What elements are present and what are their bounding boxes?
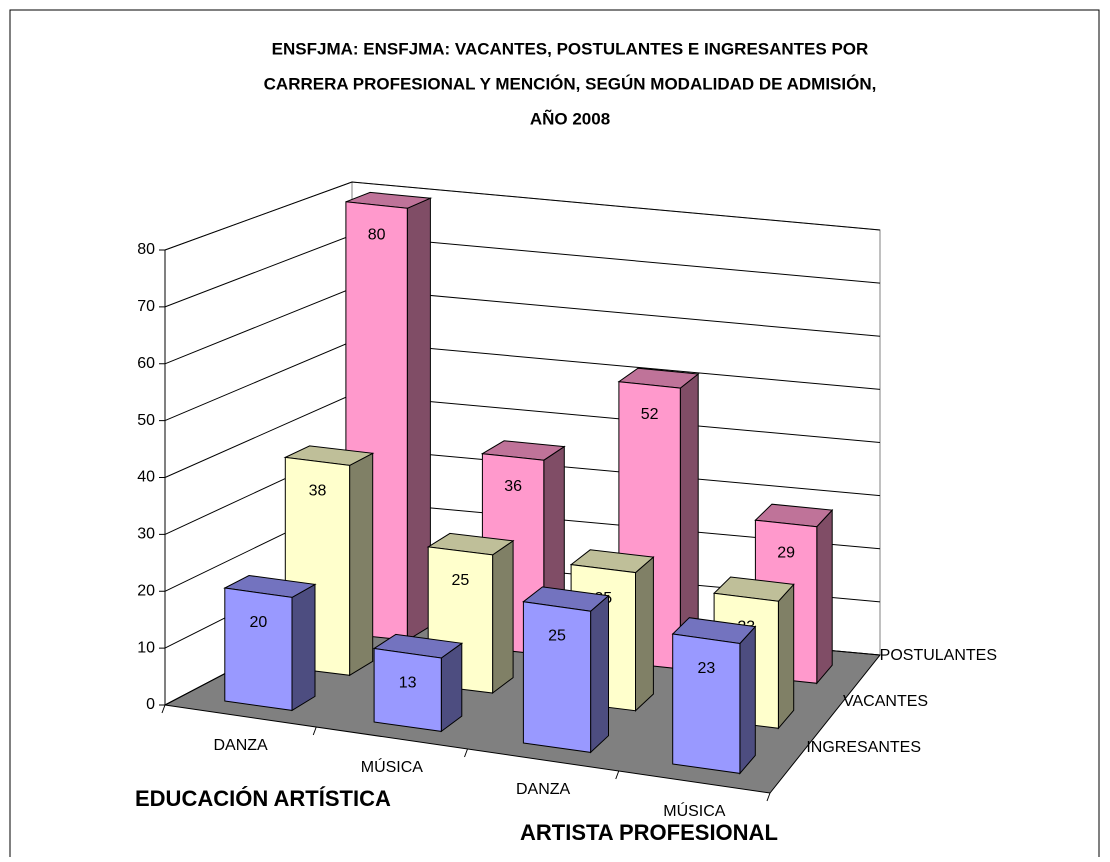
- bar-side: [635, 556, 654, 712]
- bar-side: [739, 625, 756, 775]
- x-tick: [464, 748, 468, 758]
- bar-side: [590, 594, 609, 754]
- bar-front: [522, 601, 592, 753]
- group-label: ARTISTA PROFESIONAL: [520, 820, 778, 845]
- chart-title: AÑO 2008: [530, 108, 610, 128]
- bar-side: [440, 642, 463, 733]
- x-tick: [161, 704, 166, 714]
- value-label: 20: [249, 614, 267, 631]
- value-label: 23: [697, 660, 715, 677]
- value-label: 25: [451, 572, 469, 589]
- bar-front: [672, 633, 741, 774]
- value-label: 38: [309, 483, 327, 500]
- y-tick-label: 70: [137, 298, 155, 315]
- bar-side: [777, 583, 795, 730]
- legend-label: POSTULANTES: [880, 647, 997, 664]
- y-tick-label: 80: [137, 241, 155, 258]
- group-label: EDUCACIÓN ARTÍSTICA: [135, 786, 391, 811]
- bar: [522, 586, 610, 754]
- value-label: 52: [641, 406, 659, 423]
- bar-side: [492, 539, 514, 695]
- x-tick-label: DANZA: [516, 781, 571, 798]
- bar-front: [224, 587, 293, 711]
- y-tick-label: 40: [137, 469, 155, 486]
- y-tick-label: 20: [137, 582, 155, 599]
- x-tick-label: DANZA: [214, 737, 269, 754]
- bar: [372, 633, 464, 733]
- legend-label: INGRESANTES: [806, 739, 921, 756]
- x-tick-label: MÚSICA: [663, 801, 726, 820]
- x-tick: [615, 770, 620, 780]
- bar-side: [349, 452, 374, 677]
- legend-label: VACANTES: [843, 693, 928, 710]
- chart-title: ENSFJMA: ENSFJMA: VACANTES, POSTULANTES …: [272, 39, 869, 58]
- x-tick: [766, 792, 771, 802]
- y-tick-label: 50: [137, 412, 155, 429]
- bar-side: [291, 583, 316, 712]
- y-tick-label: 0: [146, 696, 155, 713]
- value-label: 36: [504, 478, 522, 495]
- x-tick: [312, 726, 317, 736]
- value-label: 25: [548, 628, 566, 645]
- y-tick-label: 60: [137, 355, 155, 372]
- bar: [671, 617, 757, 775]
- value-label: 13: [399, 674, 417, 691]
- bar-side: [406, 197, 431, 642]
- grid-line: [164, 181, 881, 251]
- bar-side: [816, 508, 833, 685]
- value-label: 29: [777, 545, 795, 562]
- y-tick-label: 10: [137, 639, 155, 656]
- bar: [223, 574, 317, 712]
- bar-front: [373, 647, 442, 732]
- y-tick-label: 30: [137, 526, 155, 543]
- value-label: 80: [368, 226, 386, 243]
- x-tick-label: MÚSICA: [361, 757, 424, 776]
- chart-title: CARRERA PROFESIONAL Y MENCIÓN, SEGÚN MOD…: [264, 74, 877, 93]
